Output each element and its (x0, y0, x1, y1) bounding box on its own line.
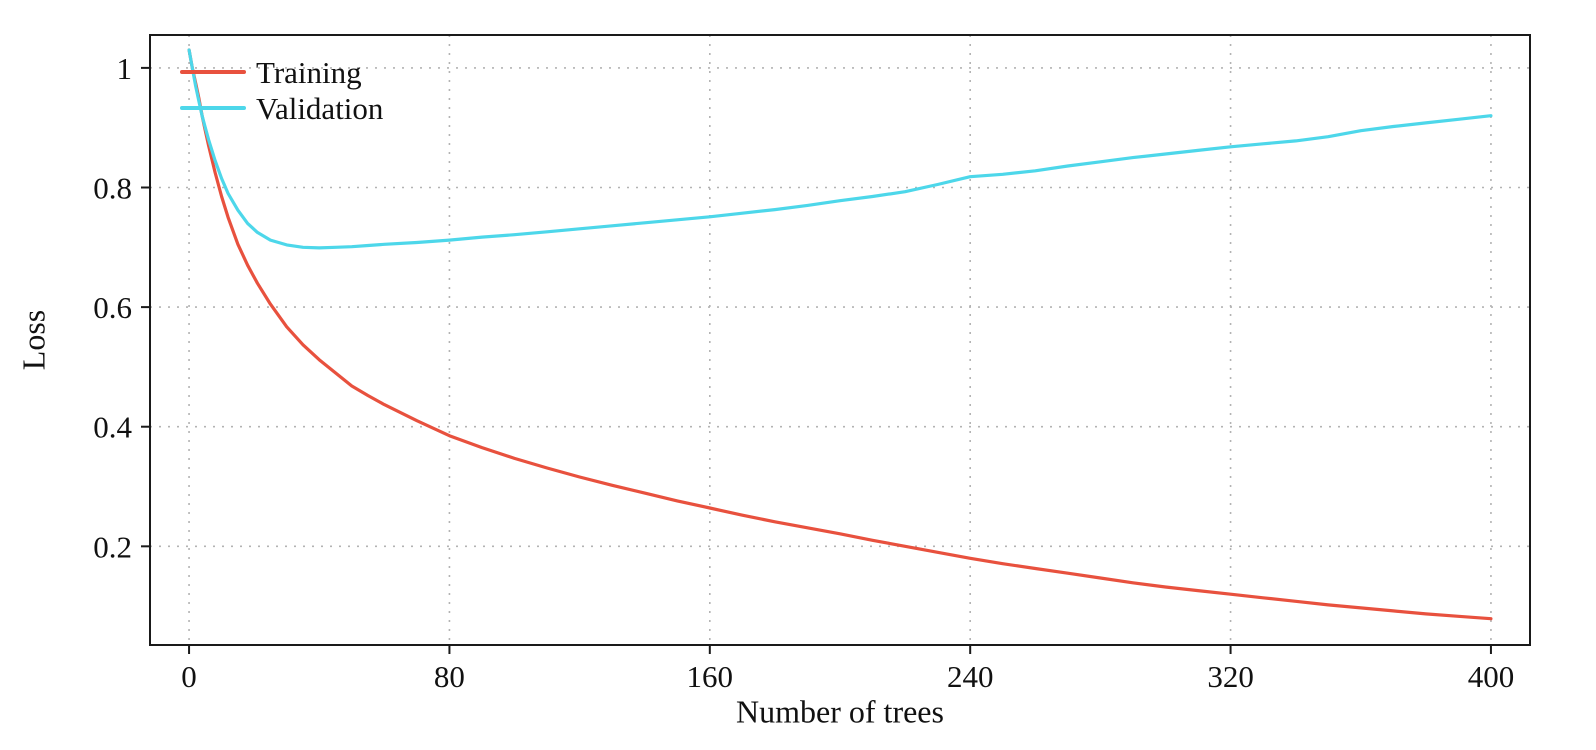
y-tick-label: 0.4 (93, 410, 132, 445)
y-tick-label: 1 (117, 51, 133, 86)
y-tick-label: 0.2 (93, 529, 132, 564)
legend: Training Validation (180, 55, 383, 125)
y-tick-label: 0.8 (93, 171, 132, 206)
y-tick-label: 0.6 (93, 290, 132, 325)
y-axis-title: Loss (15, 309, 52, 371)
validation-line-swatch (180, 106, 246, 110)
series-line-validation (187, 48, 1493, 250)
training-line-swatch (180, 70, 246, 74)
x-tick-label: 160 (687, 659, 734, 694)
x-tick-label: 0 (181, 659, 197, 694)
legend-label-training: Training (256, 54, 362, 90)
legend-item-training: Training (180, 55, 383, 89)
x-tick-label: 320 (1207, 659, 1254, 694)
x-tick-label: 240 (947, 659, 994, 694)
plot-frame (149, 34, 1531, 646)
legend-label-validation: Validation (256, 90, 384, 126)
x-axis-title: Number of trees (736, 693, 944, 730)
series-line-training (187, 48, 1493, 621)
x-tick-label: 400 (1468, 659, 1515, 694)
legend-item-validation: Validation (180, 91, 383, 125)
x-tick-label: 80 (434, 659, 465, 694)
